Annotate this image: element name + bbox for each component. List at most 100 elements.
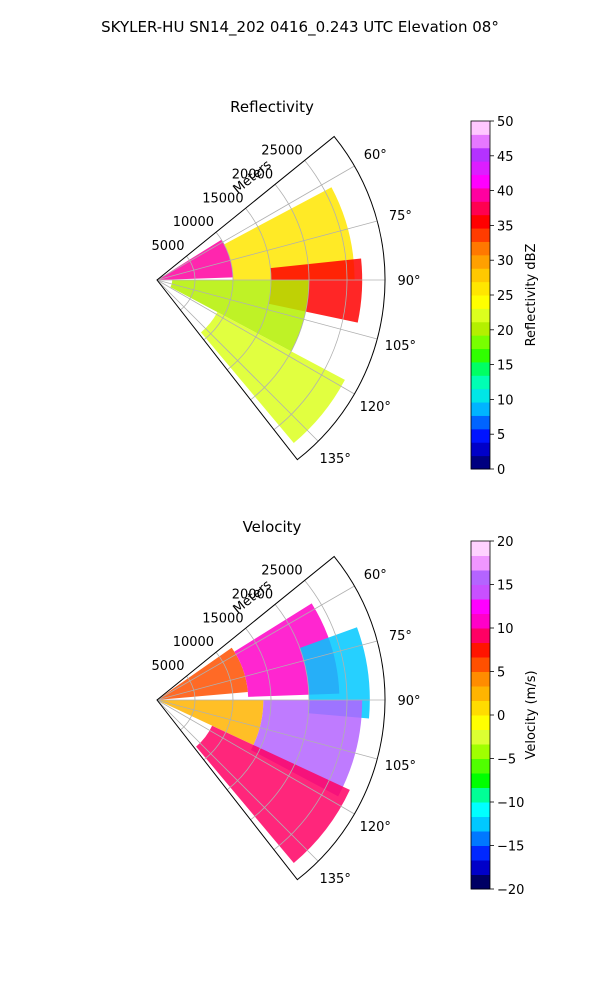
colorbar-swatch <box>471 816 490 832</box>
colorbar-swatch <box>471 657 490 672</box>
velocity-sector: 5000 10000 15000 20000 25000 60° 75° 90° 105° 120… <box>151 555 421 887</box>
colorbar-swatch <box>471 555 490 571</box>
azimuth-spoke <box>156 640 378 701</box>
velocity-title: Velocity <box>243 518 302 536</box>
colorbar-label: Velocity (m/s) <box>524 670 539 759</box>
colorbar-tick-label: 10 <box>497 393 514 408</box>
range-tick-label: 5000 <box>151 659 184 674</box>
echo-region <box>170 280 309 352</box>
azimuth-tick-label: 120° <box>360 820 391 835</box>
colorbar-tick-label: −10 <box>497 796 524 811</box>
colorbar-swatch <box>471 773 490 788</box>
colorbar-swatch <box>471 402 490 416</box>
sector-frame <box>156 135 386 461</box>
range-ring <box>180 675 196 731</box>
colorbar-swatch <box>471 348 490 363</box>
range-tick-label: 10000 <box>173 635 214 650</box>
range-tick-label: 10000 <box>173 215 214 230</box>
colorbar-tick-label: −15 <box>497 840 524 855</box>
colorbar-swatch <box>471 187 490 202</box>
colorbar-swatch <box>471 642 490 658</box>
azimuth-tick-label: 60° <box>364 568 387 583</box>
range-ring <box>203 231 234 341</box>
azimuth-spoke <box>156 699 319 862</box>
range-tick-label: 15000 <box>202 191 243 206</box>
colorbar-swatch <box>471 613 490 629</box>
azimuth-tick-label: 105° <box>385 339 416 354</box>
sector-frame <box>156 555 386 881</box>
range-ring <box>250 604 310 821</box>
azimuth-tick-label: 120° <box>360 400 391 415</box>
azimuth-spoke <box>156 279 378 340</box>
range-ring <box>226 208 272 371</box>
colorbar-swatch <box>471 295 490 309</box>
colorbar-tick-label: 5 <box>497 428 505 443</box>
colorbar-tick-label: −20 <box>497 883 524 898</box>
colorbar-swatch <box>471 860 490 875</box>
colorbar-tick-label: 15 <box>497 359 514 374</box>
colorbar-tick-label: 15 <box>497 579 514 594</box>
reflectivity-panel: Reflectivity 5000 10000 15000 20000 25000 60°… <box>151 98 539 478</box>
azimuth-tick-label: 135° <box>320 452 351 467</box>
azimuth-spoke <box>156 279 319 442</box>
colorbar-swatch <box>471 228 490 242</box>
reflectivity-title: Reflectivity <box>230 98 314 116</box>
azimuth-tick-label: 90° <box>397 274 420 289</box>
colorbar-swatch <box>471 147 490 162</box>
colorbar-swatch <box>471 671 490 687</box>
colorbar-swatch <box>471 700 490 716</box>
range-tick-label: 25000 <box>261 143 302 158</box>
range-tick-label: 15000 <box>202 611 243 626</box>
azimuth-tick-label: 90° <box>397 694 420 709</box>
azimuth-spoke <box>156 699 378 760</box>
range-ring <box>273 160 348 431</box>
colorbar-tick-label: 25 <box>497 289 514 304</box>
colorbar-tick-label: 45 <box>497 150 514 165</box>
echo-region <box>157 239 233 280</box>
colorbar-tick-label: 30 <box>497 254 514 269</box>
colorbar-tick-label: −5 <box>497 753 516 768</box>
colorbar-tick-label: 50 <box>497 115 514 130</box>
range-ring <box>273 580 348 851</box>
range-ring <box>180 255 196 311</box>
colorbar-tick-label: 5 <box>497 666 505 681</box>
colorbar-swatch <box>471 802 490 817</box>
colorbar-tick-label: 40 <box>497 185 514 200</box>
colorbar-swatch <box>471 281 490 296</box>
colorbar-swatch <box>471 758 490 774</box>
colorbar-swatch <box>471 308 490 323</box>
range-ring <box>203 651 234 761</box>
colorbar-label: Reflectivity dBZ <box>524 244 539 347</box>
colorbar-swatch <box>471 428 490 443</box>
azimuth-spoke <box>156 165 355 281</box>
range-tick-label: 25000 <box>261 563 302 578</box>
colorbar-swatch <box>471 442 490 457</box>
colorbar-swatch <box>471 744 490 759</box>
echo-region <box>299 627 370 719</box>
colorbar-swatch <box>471 584 490 600</box>
colorbar-swatch <box>471 455 490 470</box>
colorbar-swatch <box>471 201 490 216</box>
colorbar-swatch <box>471 375 490 390</box>
colorbar-swatch <box>471 321 490 336</box>
echo-region <box>250 700 363 797</box>
colorbar-swatch <box>471 161 490 176</box>
range-tick-label: 20000 <box>232 587 273 602</box>
colorbar-tick-label: 0 <box>497 709 505 724</box>
colorbar-tick-label: 20 <box>497 324 514 339</box>
colorbar-swatch <box>471 121 490 135</box>
colorbar-swatch <box>471 214 490 229</box>
colorbar-swatch <box>471 599 490 614</box>
range-tick-label: 20000 <box>232 167 273 182</box>
colorbar-tick-label: 35 <box>497 219 514 234</box>
colorbar-tick-label: 10 <box>497 622 514 637</box>
azimuth-spoke <box>156 585 355 701</box>
colorbar-swatch <box>471 729 490 745</box>
azimuth-tick-label: 60° <box>364 148 387 163</box>
colorbar-swatch <box>471 268 490 283</box>
colorbar-swatch <box>471 874 490 890</box>
azimuth-spoke <box>156 279 355 395</box>
figure-title: SKYLER-HU SN14_202 0416_0.243 UTC Elevat… <box>101 18 499 37</box>
azimuth-tick-label: 75° <box>389 209 412 224</box>
colorbar-swatch <box>471 254 490 269</box>
